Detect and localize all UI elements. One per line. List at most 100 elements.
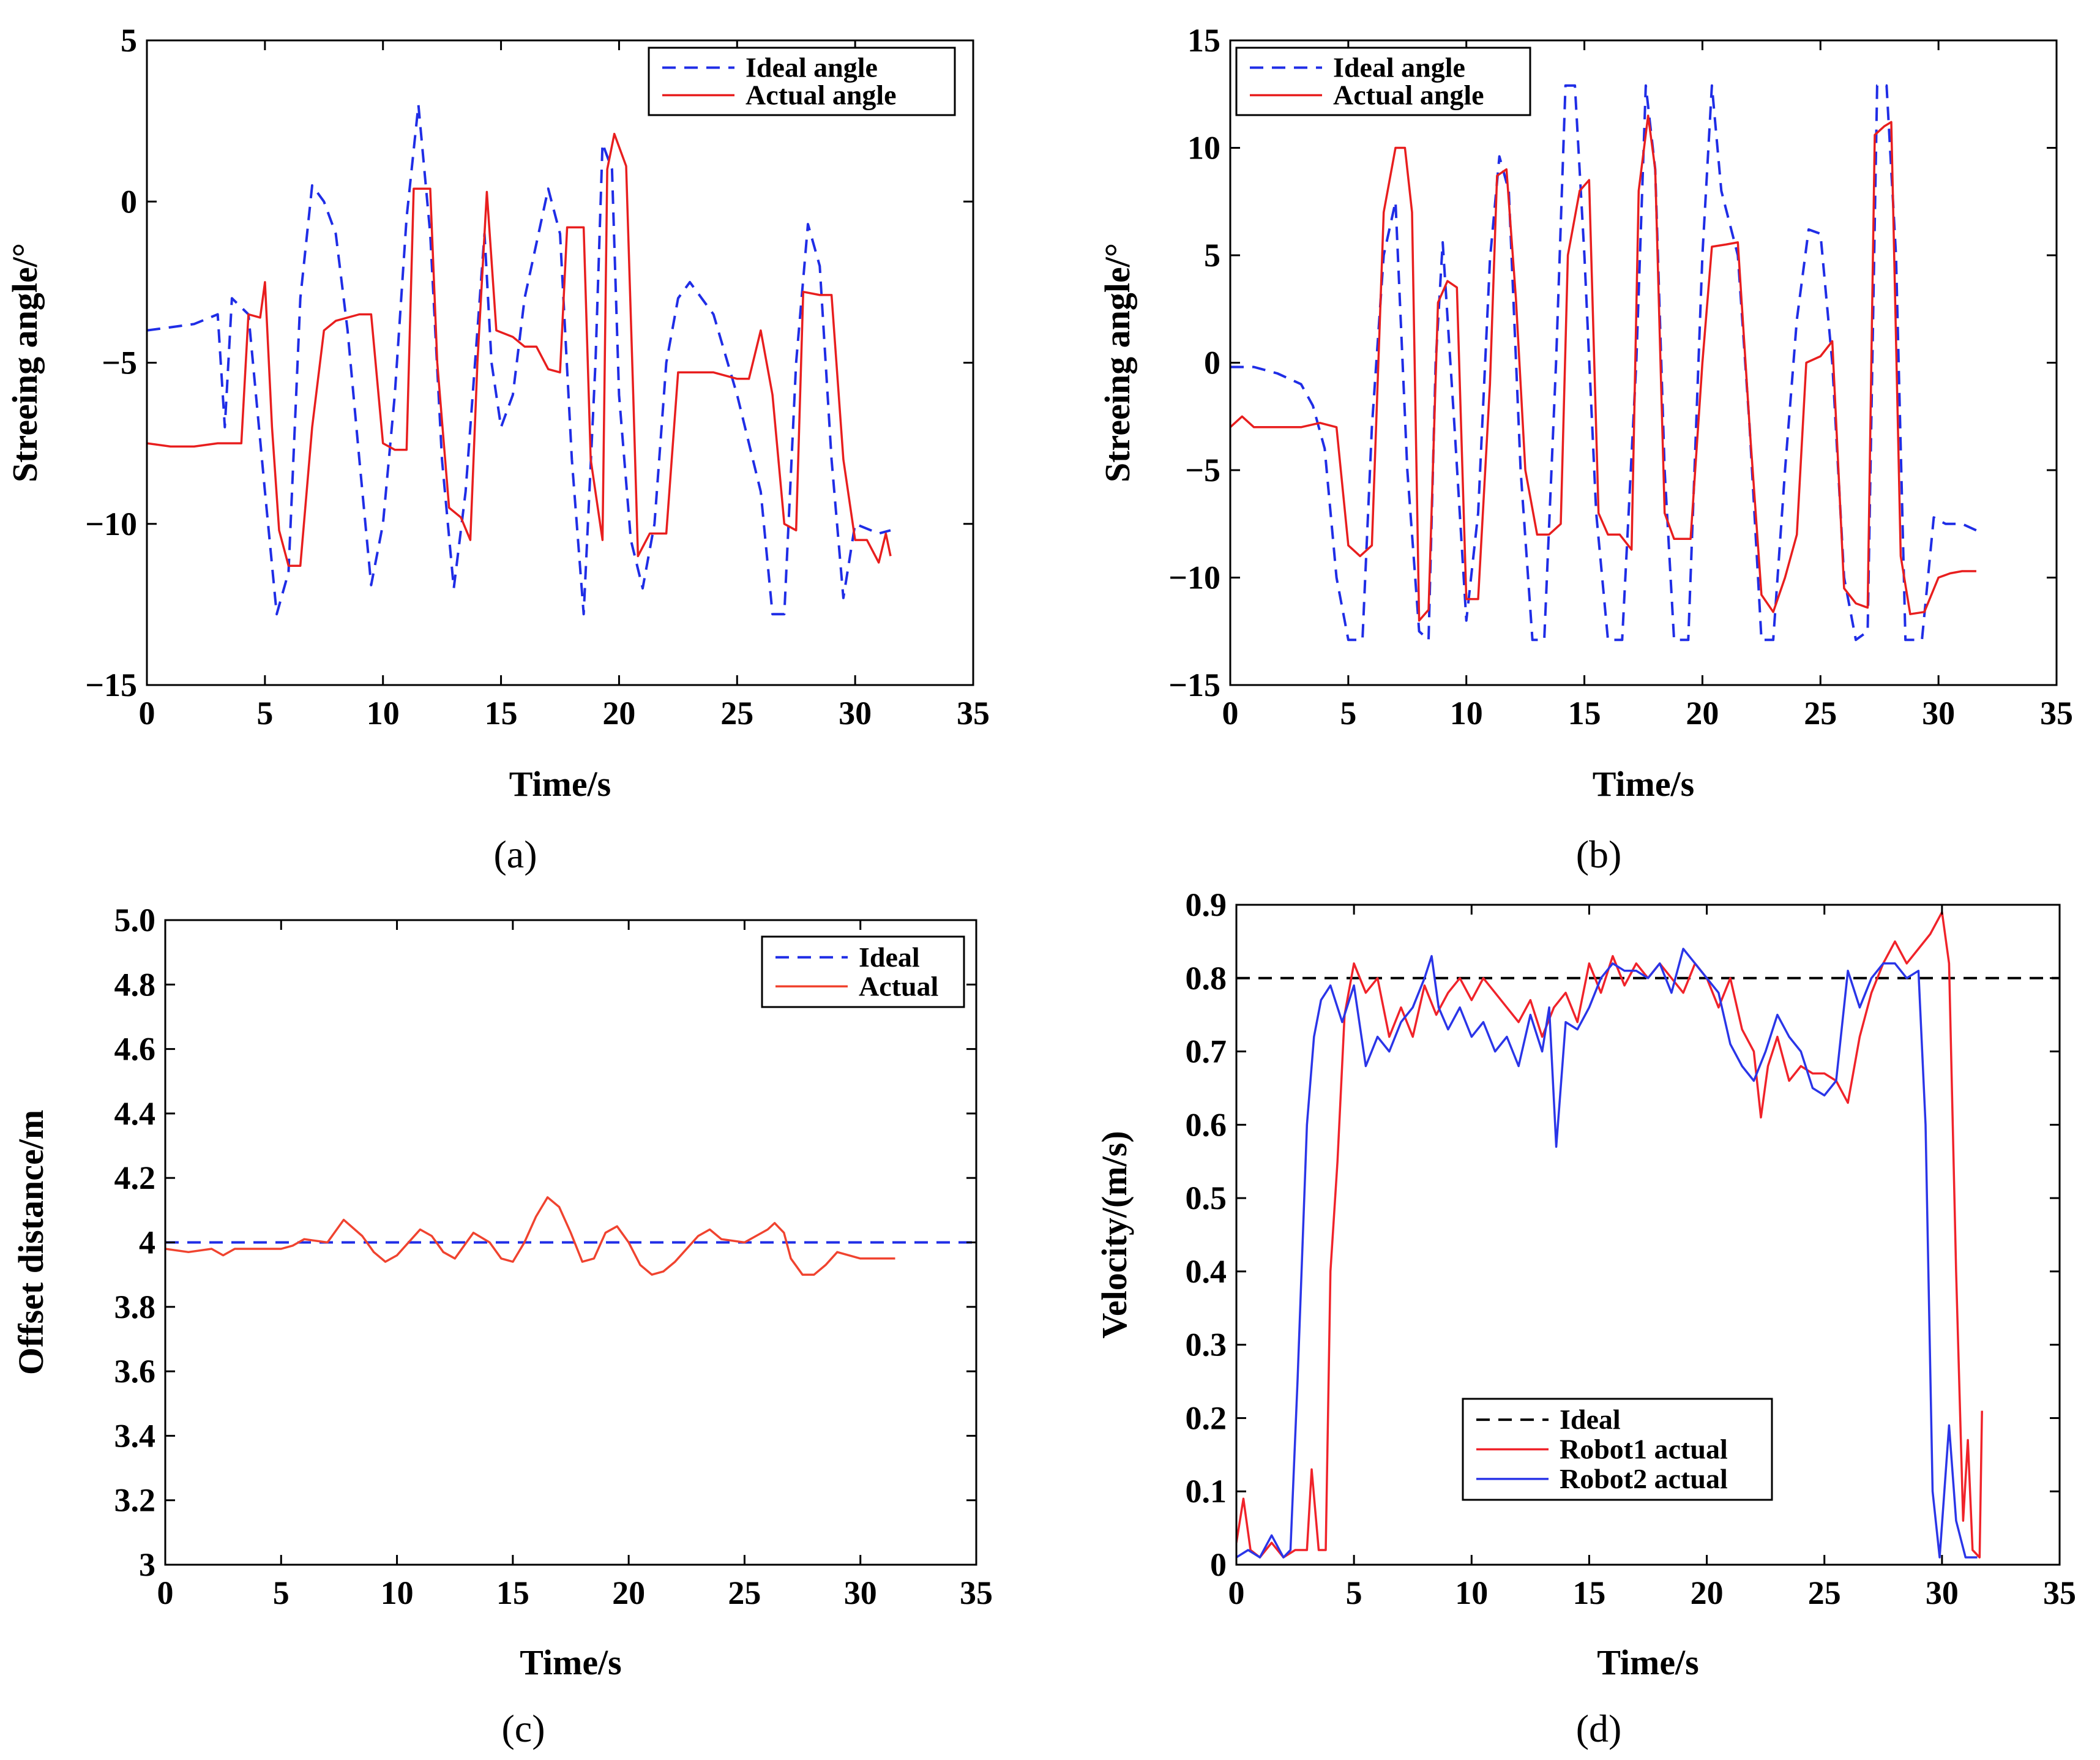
y-tick-label: −5 [102, 345, 137, 381]
x-tick-label: 15 [1572, 1575, 1605, 1611]
legend-label: Actual [859, 970, 938, 1002]
y-tick-label: 0 [121, 183, 137, 220]
y-tick-label: 0.2 [1186, 1399, 1227, 1436]
x-tick-label: 15 [496, 1575, 529, 1611]
y-tick-label: 5.0 [114, 902, 156, 938]
y-tick-label: 15 [1187, 22, 1220, 59]
x-tick-label: 25 [720, 695, 753, 732]
x-tick-label: 30 [839, 695, 872, 732]
y-tick-label: 10 [1187, 130, 1220, 167]
legend-label: Ideal [859, 942, 920, 973]
legend-box [648, 47, 956, 116]
y-tick-label: 3 [139, 1546, 155, 1583]
y-tick-label: 0.1 [1186, 1473, 1227, 1510]
x-tick-label: 35 [2040, 695, 2073, 732]
subfigure-caption: (a) [493, 833, 537, 876]
y-tick-label: 5 [1204, 237, 1220, 274]
y-tick-label: 5 [121, 22, 137, 59]
legend-label: Actual angle [745, 80, 897, 111]
x-tick-label: 10 [367, 695, 400, 732]
chart-d: 0 5 10 15 20 25 30 35 0 0.1 0.2 0.3 0.4 0.5 0.6 0.7 0.8 0… [1094, 886, 2076, 1750]
x-tick-label: 5 [1346, 1575, 1362, 1611]
plot-frame [1235, 904, 2061, 1566]
series-line-actual [165, 1196, 895, 1276]
x-tick-label: 35 [2043, 1575, 2076, 1611]
y-tick-label: 0.5 [1186, 1180, 1227, 1216]
subfigure-caption: (c) [501, 1707, 545, 1750]
subfigure-caption: (d) [1576, 1707, 1622, 1750]
y-tick-label: −10 [1168, 560, 1220, 596]
legend-box [1462, 1398, 1773, 1501]
y-tick-label: −15 [1168, 667, 1220, 703]
y-axis-label: Streeing angle/° [5, 243, 45, 482]
x-tick-label: 0 [1222, 695, 1239, 732]
x-tick-label: 20 [602, 695, 635, 732]
chart-b: 0 5 10 15 20 25 30 35 −15 −10 −5 0 5 10 15 Time/s Streei… [1097, 22, 2073, 876]
legend-label: Actual angle [1333, 80, 1484, 111]
x-tick-label: 30 [1922, 695, 1955, 732]
y-tick-label: 3.6 [114, 1353, 156, 1390]
y-tick-label: 0.9 [1186, 886, 1227, 923]
y-tick-label: 0 [1204, 345, 1220, 381]
x-tick-label: 0 [1228, 1575, 1245, 1611]
x-tick-label: 20 [1691, 1575, 1724, 1611]
legend-label: Ideal [1560, 1404, 1621, 1435]
y-tick-label: 4.8 [114, 966, 156, 1003]
x-tick-label: 20 [612, 1575, 645, 1611]
y-tick-label: −15 [85, 667, 137, 703]
y-tick-label: 3.4 [114, 1417, 156, 1454]
chart-c: 0 5 10 15 20 25 30 35 3 3.2 3.4 3.6 3.8 4 4.2 4.4 4.6 4.8… [11, 902, 993, 1750]
x-tick-label: 25 [728, 1575, 761, 1611]
x-tick-label: 15 [1568, 695, 1601, 732]
series-line-robot2-actual [1236, 948, 1978, 1559]
x-tick-label: 25 [1808, 1575, 1841, 1611]
y-tick-label: 0.6 [1186, 1106, 1227, 1143]
x-tick-label: 25 [1804, 695, 1837, 732]
y-tick-label: 0.3 [1186, 1327, 1227, 1363]
y-tick-label: 4 [139, 1224, 155, 1261]
legend-label: Robot2 actual [1560, 1463, 1728, 1494]
subfigure-caption: (b) [1576, 833, 1622, 876]
x-tick-label: 15 [485, 695, 518, 732]
legend-box [761, 935, 965, 1008]
y-tick-label: 4.2 [114, 1159, 156, 1196]
chart-a: 0 5 10 15 20 25 30 35 −15 −10 −5 0 5 Time/s Streeing a… [5, 22, 990, 876]
x-tick-label: 35 [957, 695, 990, 732]
y-tick-label: −5 [1185, 452, 1220, 489]
y-tick-label: 4.6 [114, 1031, 156, 1068]
legend-box [1235, 47, 1531, 116]
x-axis-label: Time/s [1597, 1642, 1699, 1682]
y-axis-label: Streeing angle/° [1097, 243, 1137, 482]
x-tick-label: 10 [381, 1575, 414, 1611]
x-axis-label: Time/s [520, 1642, 622, 1682]
legend-label: Robot1 actual [1560, 1434, 1728, 1465]
x-tick-label: 5 [273, 1575, 290, 1611]
series-line-ideal-angle [1230, 84, 1977, 642]
legend-label: Ideal angle [745, 52, 878, 83]
x-tick-label: 30 [1926, 1575, 1959, 1611]
x-tick-label: 5 [1340, 695, 1356, 732]
y-tick-label: 0.4 [1186, 1253, 1227, 1290]
x-tick-label: 5 [256, 695, 273, 732]
series-line-ideal-angle [147, 103, 891, 616]
x-tick-label: 0 [157, 1575, 174, 1611]
y-tick-label: 3.8 [114, 1289, 156, 1325]
y-tick-label: −10 [85, 506, 137, 542]
x-tick-label: 10 [1455, 1575, 1488, 1611]
x-tick-label: 35 [960, 1575, 993, 1611]
x-tick-label: 0 [139, 695, 155, 732]
y-axis-label: Offset distance/m [11, 1110, 51, 1375]
series-line-actual-angle [147, 132, 892, 567]
x-tick-label: 10 [1450, 695, 1483, 732]
y-tick-label: 0 [1210, 1546, 1227, 1583]
x-tick-label: 30 [844, 1575, 877, 1611]
y-tick-label: 0.7 [1186, 1033, 1227, 1070]
x-axis-label: Time/s [1593, 764, 1695, 804]
y-tick-label: 4.4 [114, 1095, 156, 1132]
series-line-actual-angle [1230, 114, 1976, 622]
